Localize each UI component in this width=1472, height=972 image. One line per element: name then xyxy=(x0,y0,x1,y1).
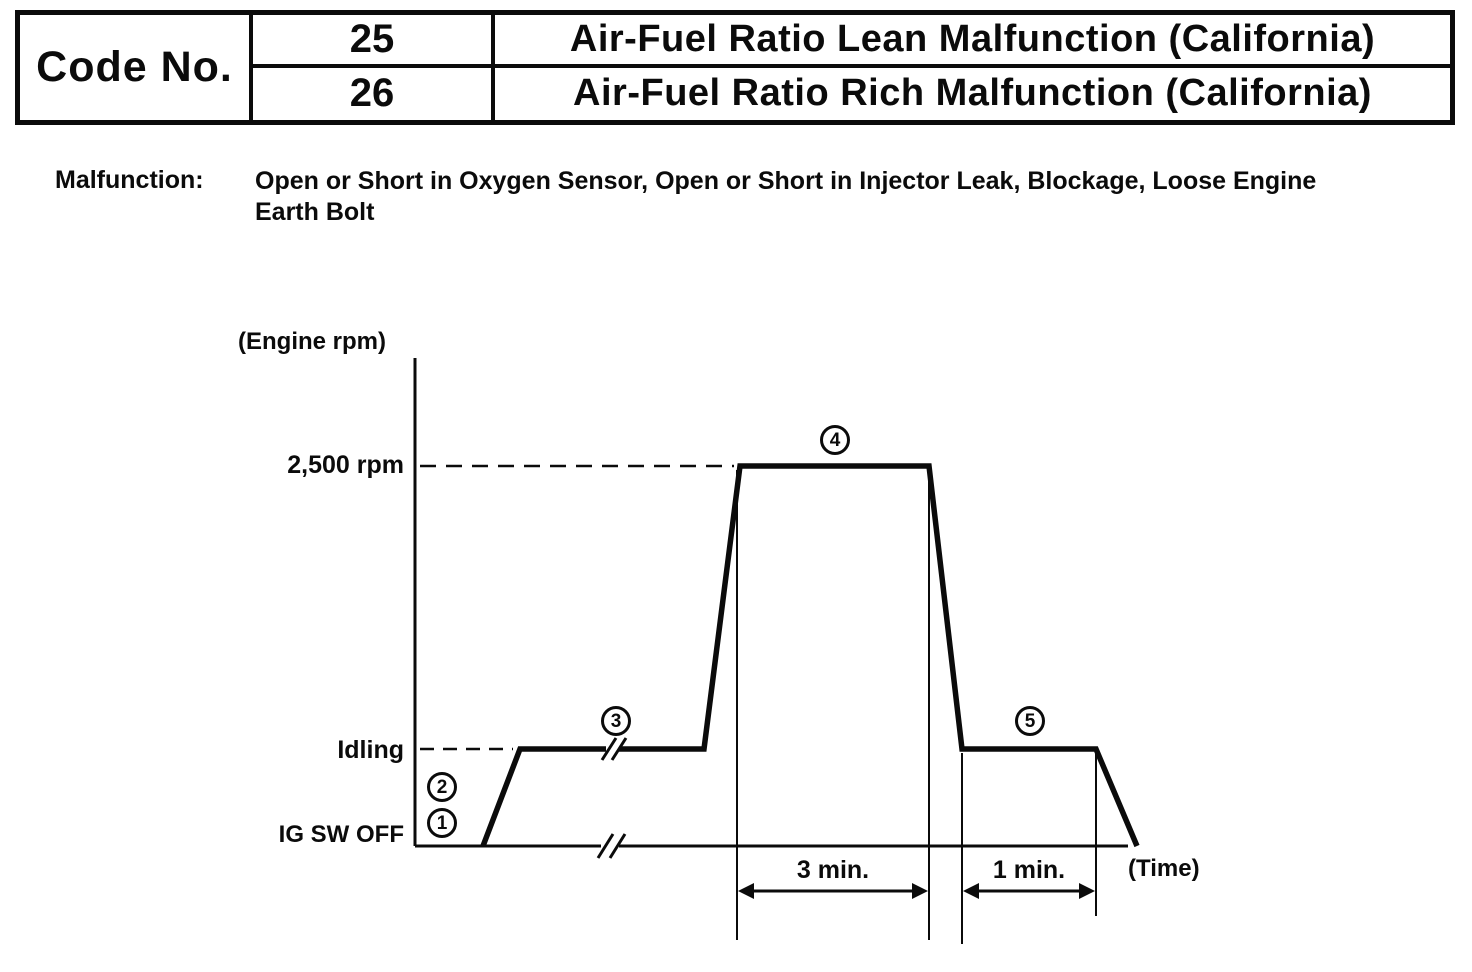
arrow-1min-right-head-icon xyxy=(1079,883,1095,899)
time-axis-label: (Time) xyxy=(1128,855,1200,882)
rpm-trace-line xyxy=(480,463,1140,848)
arrow-3min-right-head-icon xyxy=(912,883,928,899)
idling-label: Idling xyxy=(337,736,404,764)
arrow-1min-left-head-icon xyxy=(963,883,979,899)
duration-1min-label: 1 min. xyxy=(992,856,1066,884)
code-table-header: Code No. xyxy=(20,15,253,120)
ig-sw-off-label: IG SW OFF xyxy=(278,821,404,848)
duration-3min-label: 3 min. xyxy=(796,856,870,884)
code-table: Code No. 25 Air-Fuel Ratio Lean Malfunct… xyxy=(15,10,1455,125)
malfunction-text: Open or Short in Oxygen Sensor, Open or … xyxy=(255,167,1317,226)
table-cell-desc-rich: Air-Fuel Ratio Rich Malfunction (Califor… xyxy=(573,72,1372,115)
table-cell-desc-lean: Air-Fuel Ratio Lean Malfunction (Califor… xyxy=(495,15,1450,68)
table-cell-code-25: 25 xyxy=(253,15,495,68)
idling-break-icon xyxy=(600,737,628,761)
table-cell-code-26: 26 xyxy=(253,67,495,120)
step-marker-2: 2 xyxy=(427,772,457,802)
malfunction-label: Malfunction: xyxy=(55,166,204,194)
step-marker-3: 3 xyxy=(601,706,631,736)
arrow-3min-left-head-icon xyxy=(738,883,754,899)
step-marker-5: 5 xyxy=(1015,706,1045,736)
rpm-2500-label: 2,500 rpm xyxy=(287,451,404,479)
step-marker-4: 4 xyxy=(820,425,850,455)
step-marker-1: 1 xyxy=(427,808,457,838)
x-axis-break-icon xyxy=(596,833,627,859)
engine-rpm-axis-label: (Engine rpm) xyxy=(238,328,386,355)
